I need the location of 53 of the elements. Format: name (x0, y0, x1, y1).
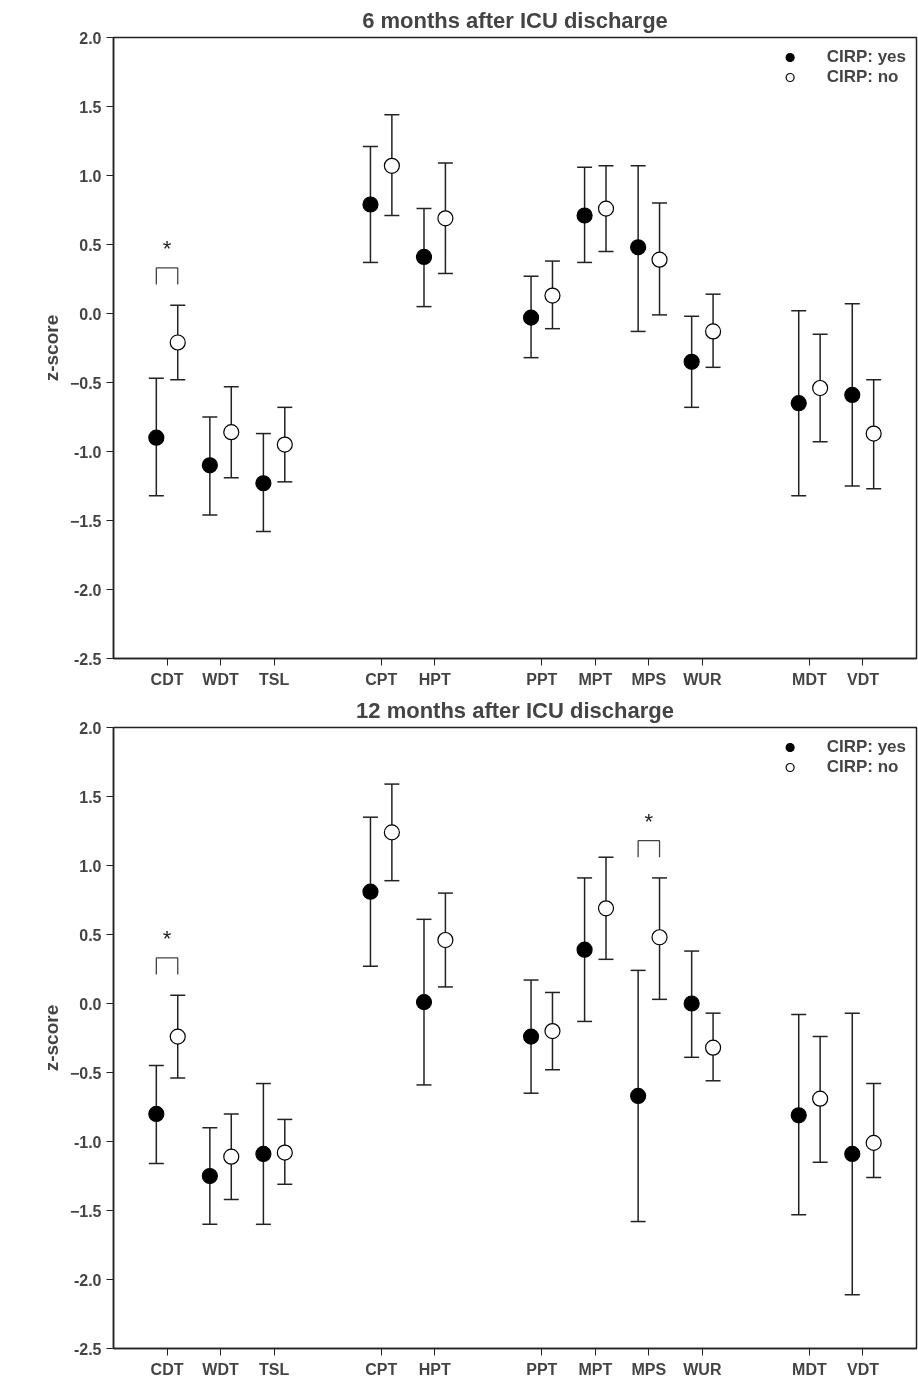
y-axis-title: z-score (40, 1004, 62, 1072)
y-axis-title: z-score (40, 314, 62, 382)
y-tick-label: -1.0 (73, 443, 102, 461)
y-tick-label: -2.5 (73, 650, 102, 668)
y-tick-label: 0.5 (79, 926, 102, 944)
annotation: * (644, 808, 654, 834)
x-tick-label: MPS (631, 670, 667, 688)
chart-title: 12 months after ICU discharge (356, 697, 674, 723)
x-tick-label: MDT (792, 670, 827, 688)
y-tick-label: 0.0 (79, 305, 102, 323)
legend-label: CIRP: yes (826, 47, 906, 67)
y-tick-label: -2.5 (73, 1340, 102, 1358)
x-tick-label: HPT (418, 670, 451, 688)
x-tick-label: MPS (631, 1360, 667, 1378)
x-tick-label: HPT (418, 1360, 451, 1378)
y-tick-label: -1.0 (73, 1133, 102, 1151)
x-tick-label: TSL (258, 1360, 290, 1378)
x-tick-label: MPT (578, 1360, 613, 1378)
y-tick-label: -2.0 (73, 581, 102, 599)
x-tick-label: CDT (150, 670, 184, 688)
y-tick-label: -2.0 (73, 1271, 102, 1289)
x-tick-label: VDT (846, 670, 880, 688)
y-tick-label: 2.0 (79, 29, 102, 47)
x-tick-label: TSL (258, 670, 290, 688)
y-tick-label: −1.5 (69, 512, 102, 530)
x-tick-label: WDT (202, 670, 240, 688)
x-tick-label: VDT (846, 1360, 880, 1378)
y-tick-label: 1.0 (79, 857, 102, 875)
x-tick-label: PPT (526, 670, 558, 688)
x-tick-label: MPT (578, 670, 613, 688)
y-tick-label: 1.5 (79, 98, 102, 116)
y-tick-label: 2.0 (79, 719, 102, 737)
x-tick-label: MDT (792, 1360, 827, 1378)
x-tick-label: WDT (202, 1360, 240, 1378)
x-tick-label: WUR (683, 1360, 722, 1378)
y-tick-label: 0.0 (79, 995, 102, 1013)
legend-label: CIRP: yes (826, 737, 906, 757)
annotation: * (162, 926, 172, 952)
chart-title: 6 months after ICU discharge (362, 7, 668, 33)
y-tick-label: −0.5 (69, 374, 102, 392)
legend-label: CIRP: no (826, 757, 899, 777)
annotation: * (162, 236, 172, 262)
y-tick-label: −1.5 (69, 1202, 102, 1220)
y-tick-label: −0.5 (69, 1064, 102, 1082)
x-tick-label: CDT (150, 1360, 184, 1378)
legend-label: CIRP: no (826, 67, 899, 87)
x-tick-label: CPT (365, 1360, 398, 1378)
y-tick-label: 1.0 (79, 167, 102, 185)
y-tick-label: 1.5 (79, 788, 102, 806)
x-tick-label: WUR (683, 670, 722, 688)
y-tick-label: 0.5 (79, 236, 102, 254)
x-tick-label: CPT (365, 670, 398, 688)
x-tick-label: PPT (526, 1360, 558, 1378)
